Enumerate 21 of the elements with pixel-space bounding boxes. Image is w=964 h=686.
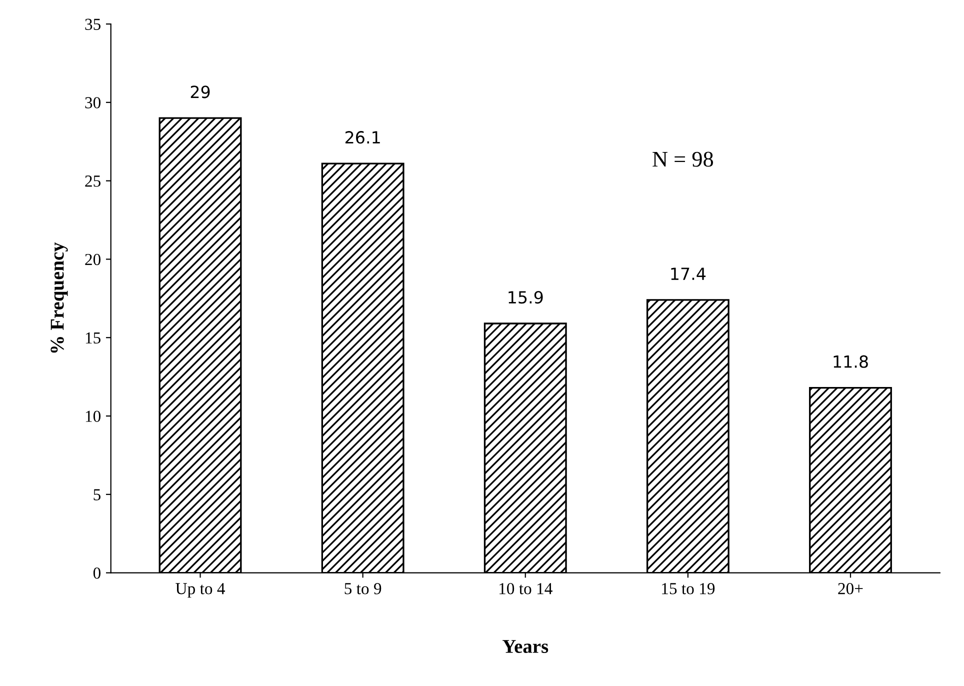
- x-tick-label: Up to 4: [176, 583, 226, 598]
- annotation: N = 98: [652, 152, 714, 167]
- y-tick-label: 30: [85, 97, 100, 108]
- data-label: 26.1: [345, 131, 380, 144]
- data-label: 29: [190, 86, 210, 98]
- y-tick-label: 15: [86, 332, 100, 344]
- y-tick-label: 35: [85, 18, 100, 30]
- y-tick-label: 20: [85, 254, 100, 266]
- y-axis-title: % Frequency: [50, 242, 68, 353]
- x-tick-label: 20+: [838, 583, 863, 594]
- y-tick-label: 25: [85, 176, 100, 187]
- data-label: 15.9: [508, 290, 543, 304]
- x-tick-label: 15 to 19: [662, 583, 715, 594]
- y-tick-label: 5: [94, 489, 100, 500]
- x-axis-title: Years: [502, 640, 548, 653]
- y-tick-label: 10: [86, 410, 100, 422]
- data-label: 11.8: [834, 355, 868, 368]
- x-tick-label: 5 to 9: [344, 583, 382, 594]
- data-label: 17.4: [671, 268, 706, 280]
- y-tick-label: 0: [93, 568, 100, 579]
- x-tick-label: 10 to 14: [500, 583, 552, 594]
